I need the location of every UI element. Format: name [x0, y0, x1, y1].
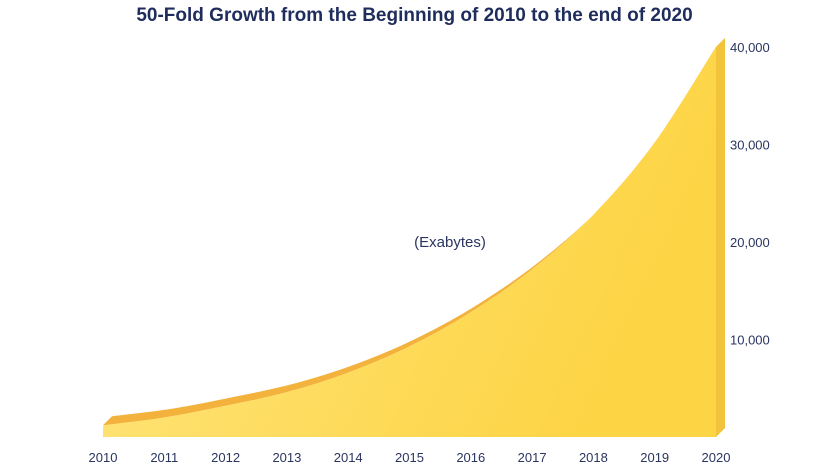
x-tick-label: 2016: [456, 450, 485, 465]
x-tick-label: 2015: [395, 450, 424, 465]
area-layer: [103, 38, 725, 437]
x-tick-label: 2012: [211, 450, 240, 465]
area-side-face: [716, 38, 725, 437]
units-annotation: (Exabytes): [414, 234, 486, 251]
x-tick-label: 2018: [579, 450, 608, 465]
x-tick-label: 2013: [272, 450, 301, 465]
chart-title: 50-Fold Growth from the Beginning of 201…: [136, 5, 693, 26]
x-axis-ticks: 2010 2011 2012 2013 2014 2015 2016 2017 2018 2019…: [89, 450, 731, 465]
y-axis-ticks: 10,000 20,000 30,000 40,000: [730, 40, 770, 348]
y-tick-label: 40,000: [730, 40, 770, 55]
x-tick-label: 2017: [518, 450, 547, 465]
x-tick-label: 2020: [702, 450, 731, 465]
y-tick-label: 20,000: [730, 235, 770, 250]
y-tick-label: 10,000: [730, 333, 770, 348]
y-tick-label: 30,000: [730, 138, 770, 153]
x-tick-label: 2019: [640, 450, 669, 465]
x-tick-label: 2011: [150, 450, 178, 465]
area-series: [103, 47, 716, 437]
x-tick-label: 2014: [334, 450, 363, 465]
x-tick-label: 2010: [89, 450, 118, 465]
